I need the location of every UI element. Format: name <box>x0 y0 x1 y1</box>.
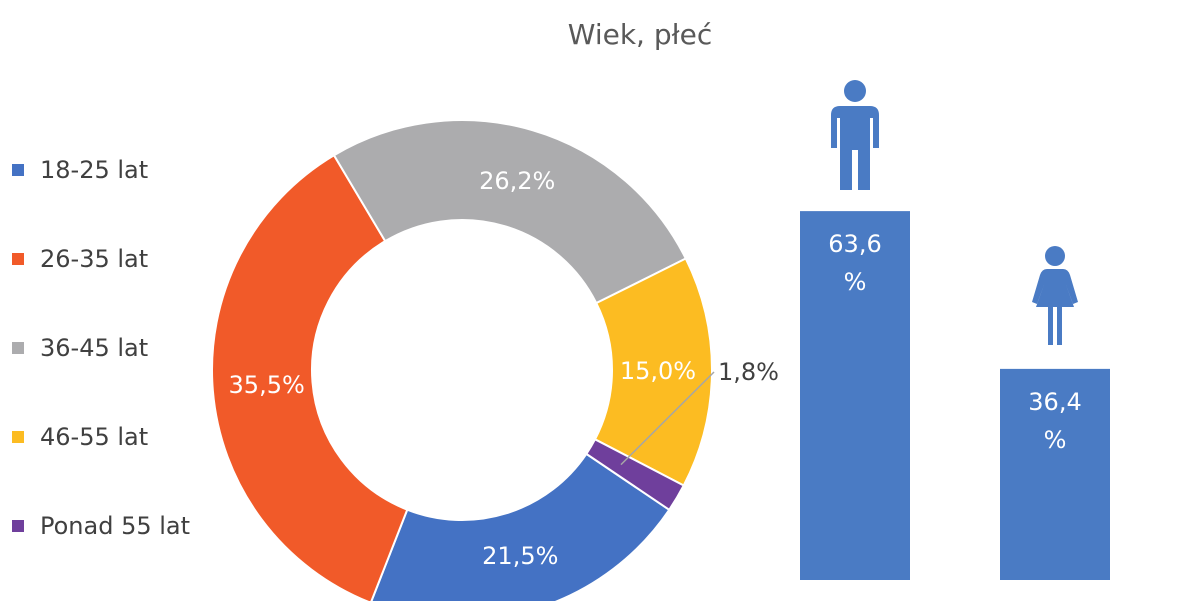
legend-label: 26-35 lat <box>40 245 148 273</box>
donut-slice <box>370 452 671 601</box>
man-icon <box>831 80 879 190</box>
legend-swatch <box>12 431 24 443</box>
legend-label: 36-45 lat <box>40 334 148 362</box>
legend-label: 18-25 lat <box>40 156 148 184</box>
data-label: 15,0% <box>620 357 696 385</box>
legend-swatch <box>12 253 24 265</box>
bar <box>1000 368 1110 580</box>
legend-label: 46-55 lat <box>40 423 148 451</box>
data-label: 26,2% <box>479 167 555 195</box>
woman-icon <box>1032 246 1078 345</box>
legend-swatch <box>12 164 24 176</box>
leader-line <box>620 371 715 466</box>
chart-title: Wiek, płeć <box>568 18 712 51</box>
data-label: 1,8% <box>718 358 779 386</box>
legend-label: Ponad 55 lat <box>40 512 190 540</box>
legend-swatch <box>12 520 24 532</box>
donut-slice <box>211 153 409 601</box>
legend-swatch <box>12 342 24 354</box>
data-label: 36,4 % <box>1028 387 1082 454</box>
donut-slice <box>332 119 688 305</box>
bar <box>800 211 910 580</box>
data-label: 35,5% <box>229 371 305 399</box>
data-label: 63,6 % <box>828 230 882 297</box>
data-label: 21,5% <box>482 542 558 570</box>
donut-slice <box>584 437 686 512</box>
